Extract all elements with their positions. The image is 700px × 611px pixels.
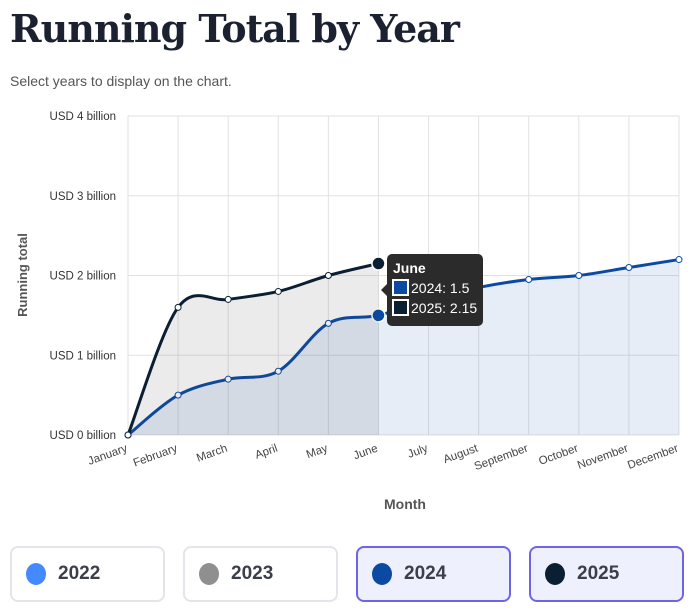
tooltip-title: June — [393, 260, 426, 276]
x-tick-label: March — [195, 443, 229, 465]
legend-label: 2025 — [577, 563, 620, 584]
y-tick-label: USD 2 billion — [50, 271, 116, 283]
legend-2025-button[interactable]: 2025 — [529, 546, 684, 602]
swatch-2024 — [392, 279, 409, 296]
point-2024 — [371, 308, 386, 323]
x-tick-label: June — [352, 443, 380, 463]
x-tick-label: December — [626, 442, 680, 471]
dot-icon — [26, 563, 46, 585]
x-tick-label: October — [537, 442, 580, 467]
swatch-2025 — [392, 299, 409, 316]
dot-icon — [199, 563, 219, 585]
y-tick-label: USD 3 billion — [50, 191, 116, 203]
point-2025 — [324, 272, 332, 279]
point-2024 — [224, 375, 232, 383]
page-title: Running Total by Year — [10, 6, 460, 51]
area-2025 — [128, 263, 379, 435]
x-tick-label: April — [254, 443, 280, 462]
legend-2023-button[interactable]: 2023 — [183, 546, 338, 602]
tooltip: June 2024: 1.5 2025: 2.15 — [381, 254, 483, 326]
x-tick-label: January — [86, 442, 129, 467]
legend-label: 2024 — [404, 563, 447, 584]
point-2025 — [224, 295, 232, 303]
x-tick-label: July — [406, 442, 430, 460]
legend-2024-button[interactable]: 2024 — [356, 546, 511, 602]
point-2024 — [324, 319, 332, 327]
point-2024 — [525, 275, 533, 283]
point-2025 — [174, 303, 182, 311]
legend-label: 2023 — [231, 563, 274, 584]
area-2024 — [128, 259, 679, 435]
x-tick-label: September — [473, 442, 530, 473]
point-2025 — [124, 431, 132, 439]
y-tick-label: USD 4 billion — [50, 111, 116, 123]
point-2025 — [371, 256, 386, 271]
legend-label: 2022 — [58, 563, 101, 584]
y-tick-label: USD 0 billion — [50, 430, 116, 442]
tooltip-row-2024: 2024: 1.5 — [411, 279, 470, 296]
y-axis-title: Running total — [15, 233, 30, 317]
tooltip-row-2025: 2025: 2.15 — [411, 299, 478, 316]
x-tick-label: February — [132, 442, 180, 469]
year-legend: 2022 2023 2024 2025 — [10, 546, 684, 602]
dot-icon — [372, 563, 392, 585]
legend-2022-button[interactable]: 2022 — [10, 546, 165, 602]
x-axis-title: Month — [384, 496, 426, 512]
point-2024 — [274, 367, 282, 375]
point-2024 — [174, 391, 182, 399]
point-2025 — [274, 287, 282, 295]
running-total-chart: USD 0 billion USD 1 billion USD 2 billion U… — [15, 111, 683, 512]
dot-icon — [545, 563, 565, 585]
subtitle: Select years to display on the chart. — [10, 73, 232, 89]
point-2024 — [675, 256, 683, 264]
y-tick-label: USD 1 billion — [50, 350, 116, 362]
point-2024 — [575, 272, 583, 279]
x-tick-label: May — [305, 442, 330, 461]
point-2024 — [625, 264, 633, 272]
x-tick-label: November — [576, 442, 630, 471]
